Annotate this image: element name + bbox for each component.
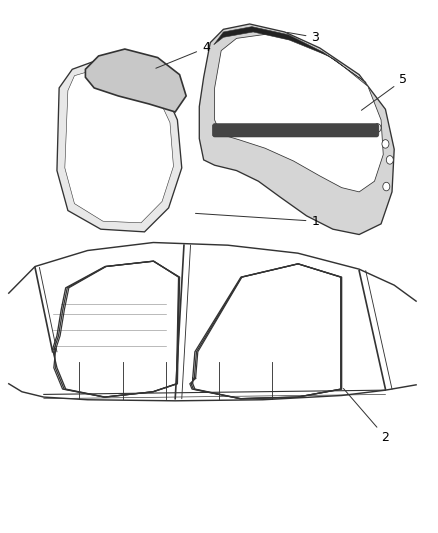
Text: 1: 1 [195, 213, 319, 228]
FancyBboxPatch shape [212, 124, 379, 137]
PathPatch shape [57, 60, 182, 232]
Circle shape [382, 140, 389, 148]
Circle shape [374, 124, 381, 132]
PathPatch shape [65, 68, 173, 223]
Text: 3: 3 [287, 31, 319, 44]
PathPatch shape [85, 49, 186, 112]
Circle shape [386, 156, 393, 164]
PathPatch shape [199, 24, 394, 235]
Text: 2: 2 [343, 389, 389, 443]
Text: 5: 5 [361, 74, 407, 110]
PathPatch shape [214, 27, 366, 83]
Text: 4: 4 [156, 42, 210, 68]
PathPatch shape [215, 34, 383, 192]
Circle shape [383, 182, 390, 191]
